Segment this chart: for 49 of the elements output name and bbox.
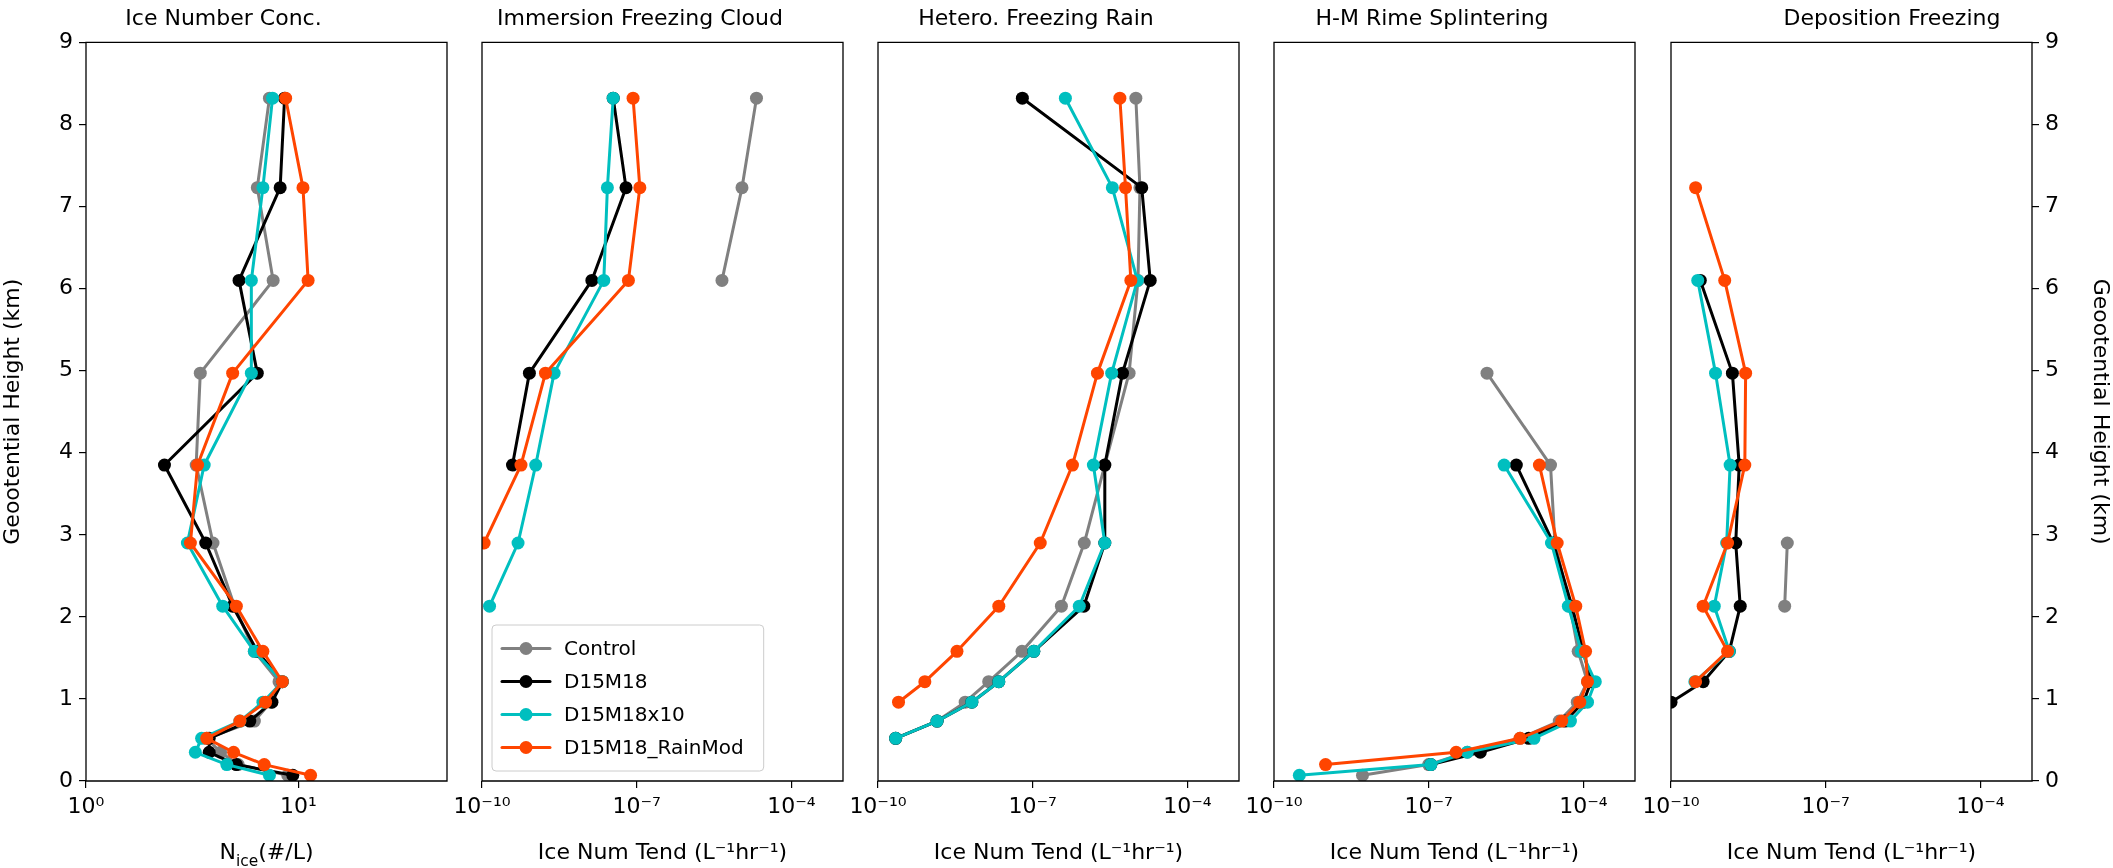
y-tick-label: 9	[59, 28, 73, 54]
x-tick-label: 10⁻⁷	[1008, 792, 1057, 818]
y2-tick-label: 6	[2045, 274, 2059, 300]
x-tick-label: 10⁻¹⁰	[453, 792, 511, 818]
x-tick-label: 10⁻¹⁰	[849, 792, 907, 818]
legend-label: D15M18	[564, 668, 648, 693]
y-tick-label: 5	[59, 356, 73, 382]
y-tick-label: 4	[59, 438, 73, 464]
y-tick-label: 2	[59, 602, 73, 628]
x-tick-label: 10⁻⁴	[767, 792, 816, 818]
legend-label: D15M18x10	[564, 701, 685, 726]
chart-title: Hetero. Freezing Rain	[918, 4, 1154, 30]
y-tick-label: 1	[59, 684, 73, 710]
y2-tick-label: 9	[2045, 28, 2059, 54]
x-axis-title: Ice Num Tend (L⁻¹hr⁻¹)	[1726, 839, 1977, 864]
x-tick-label: 10⁻⁴	[1956, 792, 2005, 818]
y-tick-label: 3	[59, 520, 73, 546]
y-tick-label: 8	[59, 110, 73, 136]
y2-axis-title: Geootential Height (km)	[2089, 278, 2113, 545]
y2-tick-label: 5	[2045, 356, 2059, 382]
x-tick-label: 10⁻⁴	[1163, 792, 1212, 818]
x-tick-label: 10⁻⁷	[1404, 792, 1453, 818]
x-tick-label: 10⁻¹⁰	[1642, 792, 1700, 818]
y-tick-label: 6	[59, 274, 73, 300]
x-tick-label: 10⁰	[67, 792, 105, 818]
y2-tick-label: 8	[2045, 110, 2059, 136]
chart-title: H-M Rime Splintering	[1315, 4, 1549, 30]
x-tick-label: 10⁻⁷	[1801, 792, 1850, 818]
x-axis-title: Ice Num Tend (L⁻¹hr⁻¹)	[933, 839, 1184, 864]
chart-title: Ice Number Conc.	[125, 4, 322, 30]
y-tick-label: 7	[59, 192, 73, 218]
x-tick-label: 10¹	[280, 792, 317, 818]
y2-tick-label: 3	[2045, 520, 2059, 546]
y-axis-title: Geootential Height (km)	[0, 278, 24, 545]
x-tick-label: 10⁻⁴	[1559, 792, 1608, 818]
y2-tick-label: 4	[2045, 438, 2059, 464]
y2-tick-label: 0	[2045, 766, 2059, 792]
y-tick-label: 0	[59, 766, 73, 792]
x-axis-title: Ice Num Tend (L⁻¹hr⁻¹)	[537, 839, 788, 864]
y2-tick-label: 7	[2045, 192, 2059, 218]
y2-tick-label: 2	[2045, 602, 2059, 628]
legend-label: D15M18_RainMod	[564, 734, 744, 759]
x-axis-title: Ice Num Tend (L⁻¹hr⁻¹)	[1329, 839, 1580, 864]
x-tick-label: 10⁻⁷	[612, 792, 661, 818]
y2-tick-label: 1	[2045, 684, 2059, 710]
chart-title: Deposition Freezing	[1783, 4, 2001, 30]
chart-title: Immersion Freezing Cloud	[497, 4, 783, 30]
legend-label: Control	[564, 635, 637, 660]
x-tick-label: 10⁻¹⁰	[1245, 792, 1303, 818]
